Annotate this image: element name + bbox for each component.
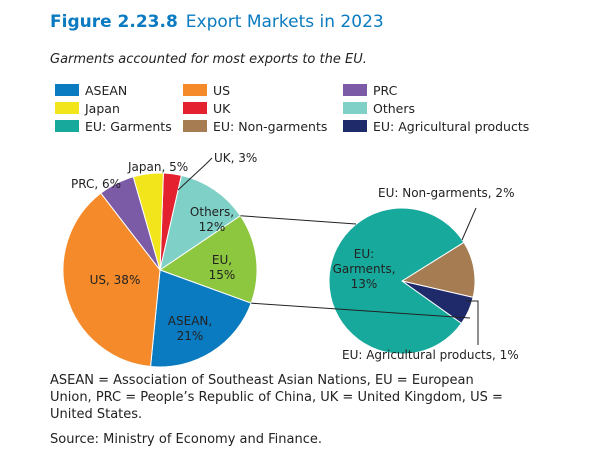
label-line: 12% bbox=[199, 220, 226, 234]
label-line: Garments, bbox=[333, 262, 396, 276]
legend-swatch bbox=[183, 120, 207, 132]
legend-label: EU: Non-garments bbox=[213, 119, 327, 134]
label-line: EU: bbox=[354, 247, 374, 261]
legend-swatch bbox=[55, 120, 79, 132]
legend-swatch bbox=[343, 102, 367, 114]
pie-slice bbox=[159, 174, 242, 272]
legend-swatch bbox=[183, 84, 207, 96]
chart: Figure 2.23.8 Export Markets in 2023 Garm… bbox=[50, 12, 529, 368]
pie-slice bbox=[132, 172, 164, 271]
leader bbox=[466, 300, 479, 345]
legend-label: US bbox=[213, 83, 230, 98]
leader bbox=[461, 207, 477, 241]
legend-label: Others bbox=[373, 101, 415, 116]
subtitle: Garments accounted for most exports to t… bbox=[50, 52, 367, 67]
legend-label: EU: Garments bbox=[85, 119, 172, 134]
data-label: ASEAN, 21% bbox=[168, 314, 212, 343]
pie-slice bbox=[328, 207, 465, 355]
data-label: UK, 3% bbox=[214, 151, 257, 165]
connector bbox=[251, 302, 471, 319]
legend-swatch bbox=[183, 102, 207, 114]
data-label: EU: Agricultural products, 1% bbox=[342, 348, 519, 362]
label-line: 15% bbox=[209, 268, 236, 282]
data-label: US, 38% bbox=[90, 273, 141, 287]
legend-swatch bbox=[55, 84, 79, 96]
legend-swatch bbox=[55, 102, 79, 114]
label-line: ASEAN, bbox=[168, 314, 212, 328]
data-label: Japan, 5% bbox=[127, 160, 188, 174]
title: Figure 2.23.8 Export Markets in 2023 bbox=[50, 12, 384, 32]
chart-title: Export Markets in 2023 bbox=[186, 12, 384, 32]
data-label: EU, 15% bbox=[209, 253, 236, 282]
notes: ASEAN = Association of Southeast Asian N… bbox=[50, 373, 503, 422]
legend-swatch bbox=[343, 84, 367, 96]
pie-slice bbox=[400, 241, 476, 299]
legend-label: UK bbox=[213, 101, 231, 116]
data-label: PRC, 6% bbox=[71, 177, 121, 191]
legend-swatch bbox=[343, 120, 367, 132]
data-label: EU: Non-garments, 2% bbox=[378, 186, 514, 200]
data-label: EU: Garments, 13% bbox=[333, 247, 396, 291]
legend-label: PRC bbox=[373, 83, 398, 98]
legend-label: EU: Agricultural products bbox=[373, 119, 529, 134]
label-line: EU, bbox=[212, 253, 232, 267]
label-line: 21% bbox=[177, 329, 204, 343]
source: Source: Ministry of Economy and Finance. bbox=[50, 432, 322, 447]
pie-slice bbox=[158, 215, 258, 304]
pie-slice bbox=[149, 269, 252, 368]
legend-label: ASEAN bbox=[85, 83, 127, 98]
label-line: 13% bbox=[351, 277, 378, 291]
legend-label: Japan bbox=[84, 101, 120, 116]
label-line: Others, bbox=[190, 205, 234, 219]
figure-number: Figure 2.23.8 bbox=[50, 12, 178, 32]
leader bbox=[177, 157, 213, 191]
connector bbox=[240, 215, 357, 225]
data-label: Others, 12% bbox=[190, 205, 234, 234]
pie-slice bbox=[62, 192, 161, 368]
